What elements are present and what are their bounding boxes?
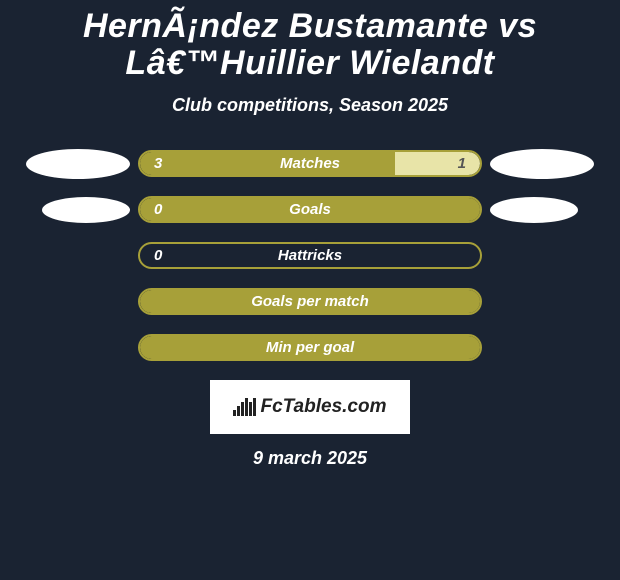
player-badge-left [26, 149, 130, 179]
stat-bar: 3 1 Matches [138, 150, 482, 177]
stat-value-left: 0 [154, 201, 162, 218]
stat-row: 0 Hattricks [10, 242, 610, 270]
logo-text: FcTables.com [260, 396, 386, 418]
page-title: HernÃ¡ndez Bustamante vs Lâ€™Huillier Wi… [10, 0, 610, 95]
logo-box: FcTables.com [210, 380, 410, 434]
date-text: 9 march 2025 [10, 448, 610, 469]
bar-fill-left [140, 152, 395, 175]
stat-label: Goals [289, 201, 331, 218]
stat-bar: 0 Goals [138, 196, 482, 223]
stat-label: Min per goal [266, 339, 354, 356]
player-badge-right [490, 197, 578, 223]
stat-row: 0 Goals [10, 196, 610, 224]
stats-list: 3 1 Matches 0 Goals 0 Hattricks Goals per match… [10, 150, 610, 362]
stat-row: 3 1 Matches [10, 150, 610, 178]
stat-label: Hattricks [278, 247, 342, 264]
bar-fill-right [395, 152, 480, 175]
logo-bars-icon [233, 398, 256, 416]
stat-label: Goals per match [251, 293, 369, 310]
stat-bar: Goals per match [138, 288, 482, 315]
subtitle: Club competitions, Season 2025 [10, 95, 610, 116]
player-badge-left [42, 197, 130, 223]
stat-bar: 0 Hattricks [138, 242, 482, 269]
stat-row: Min per goal [10, 334, 610, 362]
stat-value-right: 1 [458, 155, 466, 172]
player-badge-right [490, 149, 594, 179]
stat-value-left: 3 [154, 155, 162, 172]
stat-row: Goals per match [10, 288, 610, 316]
comparison-card: HernÃ¡ndez Bustamante vs Lâ€™Huillier Wi… [0, 0, 620, 469]
stat-value-left: 0 [154, 247, 162, 264]
stat-bar: Min per goal [138, 334, 482, 361]
stat-label: Matches [280, 155, 340, 172]
